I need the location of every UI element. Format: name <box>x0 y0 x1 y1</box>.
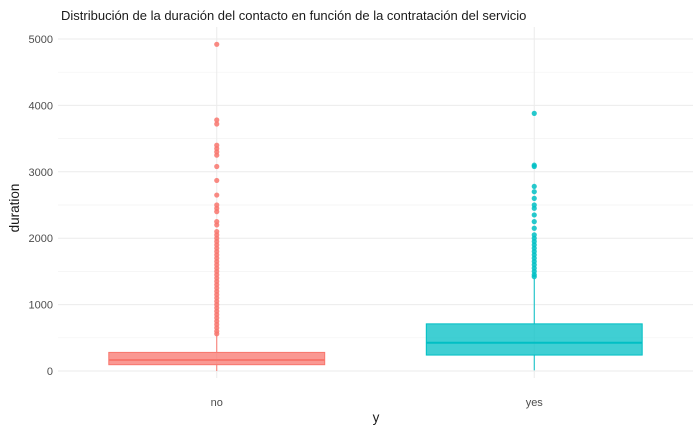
outlier-point <box>214 202 220 208</box>
box-yes-iqr <box>425 323 643 356</box>
y-tick-label: 0 <box>47 366 53 378</box>
x-axis-title: y <box>373 410 380 425</box>
outlier-point <box>531 195 537 201</box>
outlier-point <box>214 163 220 170</box>
x-tick-label: yes <box>526 397 544 409</box>
outlier-point <box>214 228 220 235</box>
y-tick-label: 4000 <box>29 100 53 112</box>
outlier-point <box>531 225 537 231</box>
outlier-point <box>531 162 537 168</box>
box-no-iqr <box>108 351 326 366</box>
y-axis-ticks: 0 1000 2000 3000 4000 5000 <box>29 34 53 378</box>
chart-title: Distribución de la duración del contacto… <box>61 8 526 23</box>
outlier-point <box>531 219 537 225</box>
y-axis-title: duration <box>7 184 22 233</box>
x-tick-label: no <box>211 397 223 409</box>
outlier-point <box>531 232 537 238</box>
outlier-point <box>214 192 220 198</box>
outlier-point <box>214 177 220 184</box>
outlier-point <box>214 117 220 123</box>
y-tick-label: 5000 <box>29 34 53 46</box>
outlier-point <box>531 189 537 195</box>
outlier-point <box>531 202 537 208</box>
outlier-point <box>214 219 220 225</box>
outlier-point <box>531 110 537 116</box>
outlier-point <box>214 142 220 148</box>
box-no <box>108 41 326 371</box>
box-yes <box>425 110 643 371</box>
outlier-point <box>531 183 537 190</box>
y-tick-label: 3000 <box>29 167 53 179</box>
y-tick-label: 1000 <box>29 300 53 312</box>
box-plots <box>108 41 643 371</box>
outlier-point <box>214 121 220 127</box>
outlier-point <box>531 212 537 218</box>
y-tick-label: 2000 <box>29 233 53 245</box>
outlier-point <box>214 41 220 47</box>
x-axis-ticks: no yes <box>211 397 544 409</box>
